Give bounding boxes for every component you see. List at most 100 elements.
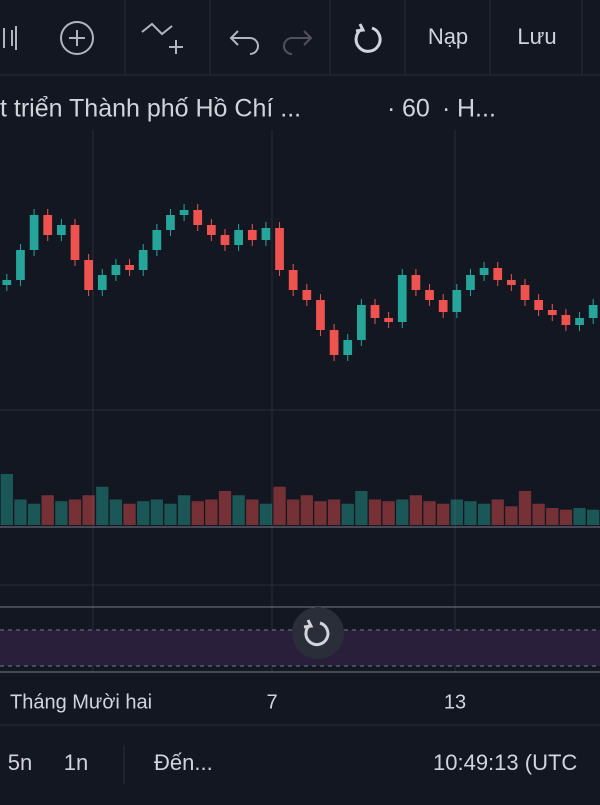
candle-body <box>493 268 503 280</box>
range-button[interactable]: 5n <box>8 750 32 775</box>
candle-body <box>302 290 312 300</box>
volume-bar <box>327 499 341 525</box>
candle-body <box>97 275 107 290</box>
volume-bar <box>123 503 136 525</box>
candle-body <box>57 225 66 235</box>
candle-body <box>329 330 339 355</box>
candle-body <box>111 265 121 275</box>
volume-bar <box>518 491 532 525</box>
x-tick-label: 7 <box>266 691 277 713</box>
candle-body <box>507 280 516 285</box>
volume-bar <box>573 508 586 525</box>
candle-body <box>534 300 543 310</box>
candle-body <box>234 230 243 245</box>
candle-body <box>520 285 530 300</box>
volume-bar <box>587 509 600 525</box>
candle-body <box>466 275 475 290</box>
volume-bar <box>546 508 559 525</box>
separator: · <box>387 95 395 123</box>
candle-body <box>166 215 175 230</box>
candle-body <box>138 250 148 270</box>
candle-body <box>207 225 216 235</box>
volume-bar <box>191 501 204 525</box>
volume-bar <box>137 501 150 525</box>
volume-bar <box>368 499 382 525</box>
candle-body <box>84 260 93 290</box>
volume-bar <box>218 491 232 525</box>
candle-body <box>288 270 298 290</box>
volume-bar <box>477 503 491 525</box>
volume-bar <box>396 499 409 525</box>
volume-bar <box>150 499 163 525</box>
candle-body <box>547 310 557 315</box>
volume-bar <box>491 499 504 525</box>
volume-bar <box>464 501 477 525</box>
volume-bar <box>382 501 395 525</box>
candle-body <box>425 290 434 300</box>
volume-bar <box>505 506 518 525</box>
volume-bar <box>355 491 368 525</box>
candle-body <box>193 210 203 225</box>
volume-bar <box>232 495 245 525</box>
volume-bar <box>109 499 123 525</box>
candle-body <box>2 280 12 285</box>
candle-body <box>29 215 39 250</box>
candle-body <box>397 275 407 322</box>
volume-bar <box>259 503 273 525</box>
volume-bar <box>287 499 300 525</box>
candle-body <box>561 315 571 325</box>
clock: 10:49:13 (UTC <box>433 750 577 775</box>
undo-icon[interactable] <box>229 30 259 55</box>
volume-bar <box>205 499 218 525</box>
add-icon[interactable] <box>60 21 94 55</box>
volume-bar <box>55 501 68 525</box>
candle-body <box>588 305 598 318</box>
candle-body <box>411 275 421 290</box>
candle-body <box>370 305 380 318</box>
goto-button[interactable]: Đến... <box>154 750 213 775</box>
candle-body <box>384 318 393 322</box>
volume-bar <box>68 499 82 525</box>
load-button[interactable]: Nạp <box>428 24 468 49</box>
candle-body <box>275 228 284 270</box>
interval[interactable]: 60 <box>402 95 430 123</box>
volume-bar <box>314 501 327 525</box>
candle-body <box>125 265 134 270</box>
reset-icon[interactable] <box>354 23 382 53</box>
grid <box>0 130 600 672</box>
volume-bar <box>177 495 191 525</box>
volume-bar <box>450 499 463 525</box>
volume-bar <box>27 503 41 525</box>
volume-bar <box>559 509 573 525</box>
x-tick-label: 13 <box>444 691 466 713</box>
candle-body <box>152 230 162 250</box>
candle-body <box>247 230 257 240</box>
toolbar-icons <box>3 21 382 55</box>
indicator-icon[interactable] <box>141 22 183 54</box>
range-button[interactable]: 1n <box>64 750 88 775</box>
volume-bar <box>341 503 354 525</box>
volume-bar <box>14 499 27 525</box>
candle-body <box>16 250 25 280</box>
candle-body <box>479 268 489 275</box>
volume-bar <box>0 474 13 525</box>
symbol[interactable]: t triển Thành phố Hồ Chí ... <box>0 95 301 123</box>
candle-body <box>179 210 189 215</box>
x-tick-label: Tháng Mười hai <box>10 691 152 713</box>
candle-icon[interactable] <box>3 26 17 50</box>
volume-bar <box>423 501 436 525</box>
candle-body <box>43 215 53 235</box>
volume-bar <box>246 499 259 525</box>
volume-bar <box>409 495 423 525</box>
volume-bar <box>96 486 109 525</box>
candle-body <box>220 235 230 245</box>
volume-bar <box>273 486 286 525</box>
candle-body <box>343 340 353 355</box>
candle-body <box>316 300 325 330</box>
reset-chart-button[interactable] <box>292 607 344 659</box>
candle-body <box>261 228 271 240</box>
save-button[interactable]: Lưu <box>517 24 556 49</box>
